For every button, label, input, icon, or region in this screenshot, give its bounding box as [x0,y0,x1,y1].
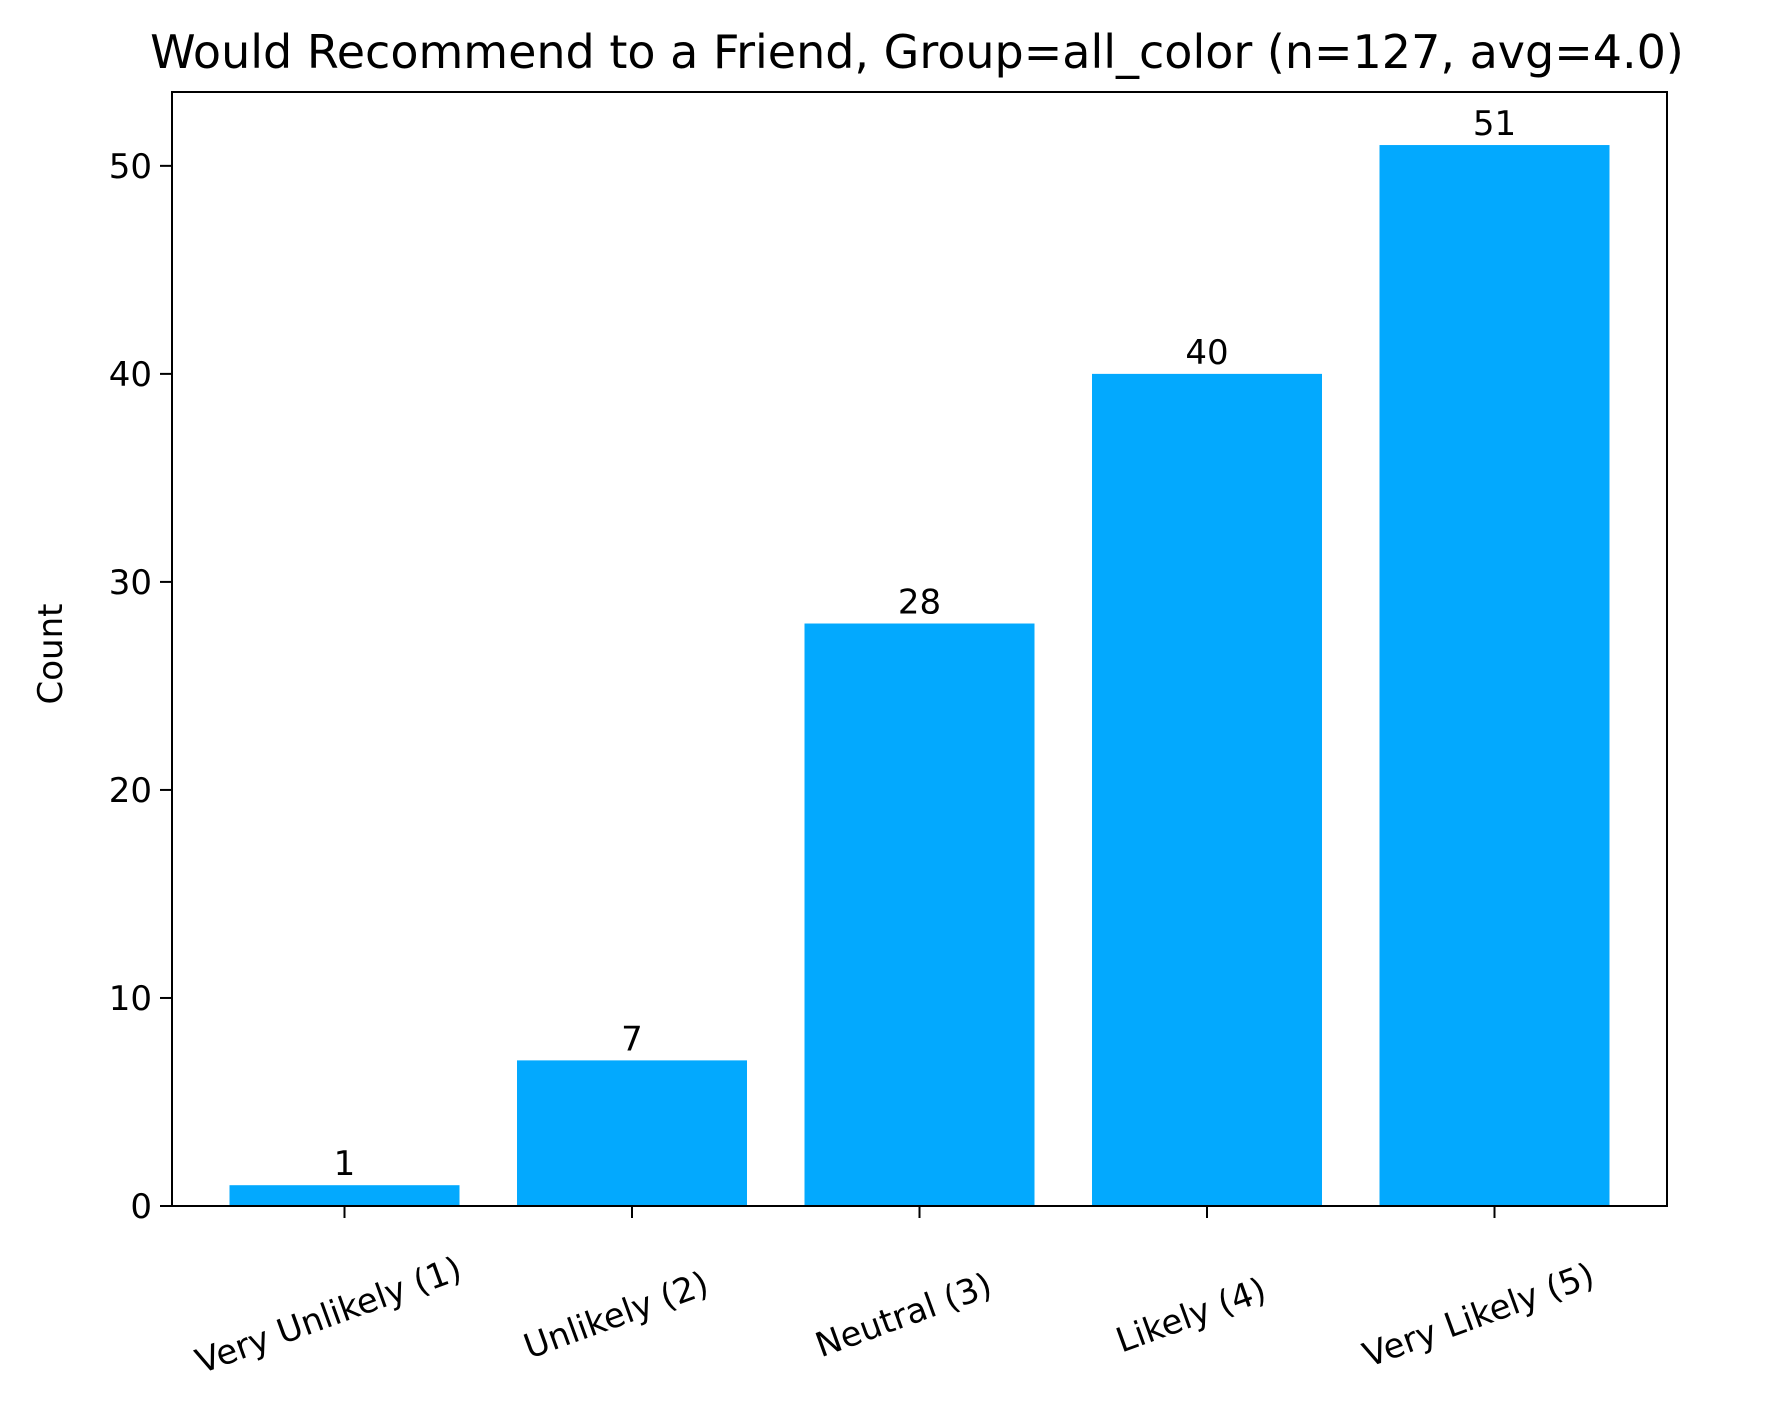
y-tick-label-40: 40 [109,355,152,395]
y-tick-label-0: 0 [130,1187,152,1227]
x-tick-label-4: Likely (4) [1111,1270,1272,1361]
bar-3 [804,623,1035,1206]
data-labels-layer: 1 7 28 40 51 [334,104,1516,1184]
y-tick-label-50: 50 [109,147,152,187]
data-label-1: 1 [334,1144,356,1184]
x-axis: Very Unlikely (1) Unlikely (2) Neutral (3)… [190,1206,1600,1382]
x-tick-label-3: Neutral (3) [810,1265,997,1366]
bar-2 [517,1060,747,1206]
data-label-4: 40 [1185,333,1228,373]
y-axis-label: Count [31,604,71,705]
bars-layer [229,145,1610,1207]
y-axis: 0 10 20 30 40 50 [109,147,172,1227]
x-tick-label-5: Very Likely (5) [1358,1255,1600,1376]
data-label-3: 28 [898,583,941,623]
y-tick-label-30: 30 [109,563,152,603]
y-tick-label-10: 10 [109,979,152,1019]
x-tick-label-2: Unlikely (2) [519,1264,714,1368]
data-label-5: 51 [1473,104,1516,144]
x-tick-label-1: Very Unlikely (1) [190,1249,467,1382]
bar-1 [229,1185,460,1206]
bar-5 [1379,145,1610,1207]
chart-title: Would Recommend to a Friend, Group=all_c… [150,25,1684,79]
y-tick-label-20: 20 [109,771,152,811]
data-label-2: 7 [621,1019,643,1059]
plot-frame [171,91,1668,1207]
bar-4 [1092,373,1322,1206]
